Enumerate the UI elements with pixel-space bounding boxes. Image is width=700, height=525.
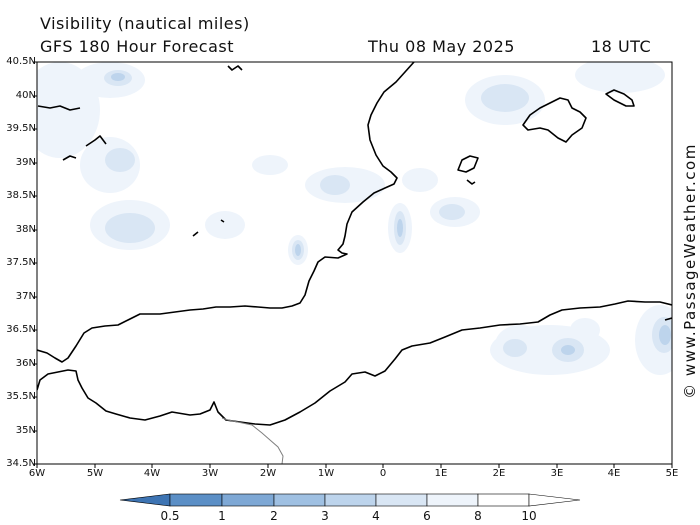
lat-label: 39N: [15, 157, 36, 168]
colorbar-segment: [426, 493, 479, 507]
colorbar-segment: [477, 493, 530, 507]
lon-label: 1W: [317, 468, 335, 479]
lat-label: 39.5N: [6, 123, 36, 134]
colorbar-label: 2: [270, 509, 278, 523]
menorca-island: [605, 89, 635, 107]
colorbar-segment: [375, 493, 428, 507]
ibiza-island: [457, 155, 479, 173]
forecast-time: 18 UTC: [591, 37, 652, 56]
lat-label: 35N: [15, 425, 36, 436]
colorbar-label: 6: [423, 509, 431, 523]
lat-label: 40N: [15, 90, 36, 101]
colorbar-label: 8: [474, 509, 482, 523]
lon-label: 4W: [143, 468, 161, 479]
colorbar-label: 0.5: [160, 509, 180, 523]
colorbar-segment: [119, 493, 171, 507]
lon-label: 2W: [259, 468, 277, 479]
colorbar-segment: [221, 493, 275, 507]
colorbar-label: 3: [321, 509, 329, 523]
lat-label: 34.5N: [6, 458, 36, 469]
lon-label: 1E: [434, 468, 448, 479]
lon-label: 5W: [86, 468, 104, 479]
colorbar-label: 4: [372, 509, 380, 523]
colorbar-label: 10: [521, 509, 537, 523]
north-africa-coastline: [37, 300, 672, 426]
coastline: [37, 62, 672, 426]
formentera-island: [466, 179, 476, 185]
lat-label: 36N: [15, 358, 36, 369]
visibility-shading: [37, 62, 672, 375]
map-frame: [36, 61, 673, 465]
mallorca-island: [522, 97, 587, 143]
country-border: [221, 417, 284, 464]
colorbar-segment: [528, 493, 581, 507]
colorbar-label: 1: [218, 509, 226, 523]
lat-label: 38N: [15, 224, 36, 235]
lat-label: 36.5N: [6, 324, 36, 335]
colorbar-segment: [273, 493, 326, 507]
lat-label: 40.5N: [6, 56, 36, 67]
lat-label: 35.5N: [6, 391, 36, 402]
lon-label: 4E: [607, 468, 621, 479]
lon-label: 3E: [550, 468, 564, 479]
lat-label: 38.5N: [6, 190, 36, 201]
forecast-subtitle: GFS 180 Hour Forecast: [40, 37, 235, 56]
colorbar-segment: [324, 493, 377, 507]
colorbar-segment: [169, 493, 223, 507]
lon-label: 0: [379, 468, 387, 479]
lon-label: 6W: [28, 468, 46, 479]
map-title: Visibility (nautical miles): [40, 14, 250, 33]
colorbar: [119, 493, 581, 507]
lon-label: 3W: [201, 468, 219, 479]
lat-label: 37N: [15, 291, 36, 302]
axis-ticks: [33, 61, 673, 468]
forecast-date: Thu 08 May 2025: [368, 37, 515, 56]
iberia-coastline: [37, 62, 415, 363]
lat-label: 37.5N: [6, 257, 36, 268]
lon-label: 2E: [492, 468, 506, 479]
credit-text: © www.PassageWeather.com: [681, 143, 699, 399]
lon-label: 5E: [665, 468, 679, 479]
